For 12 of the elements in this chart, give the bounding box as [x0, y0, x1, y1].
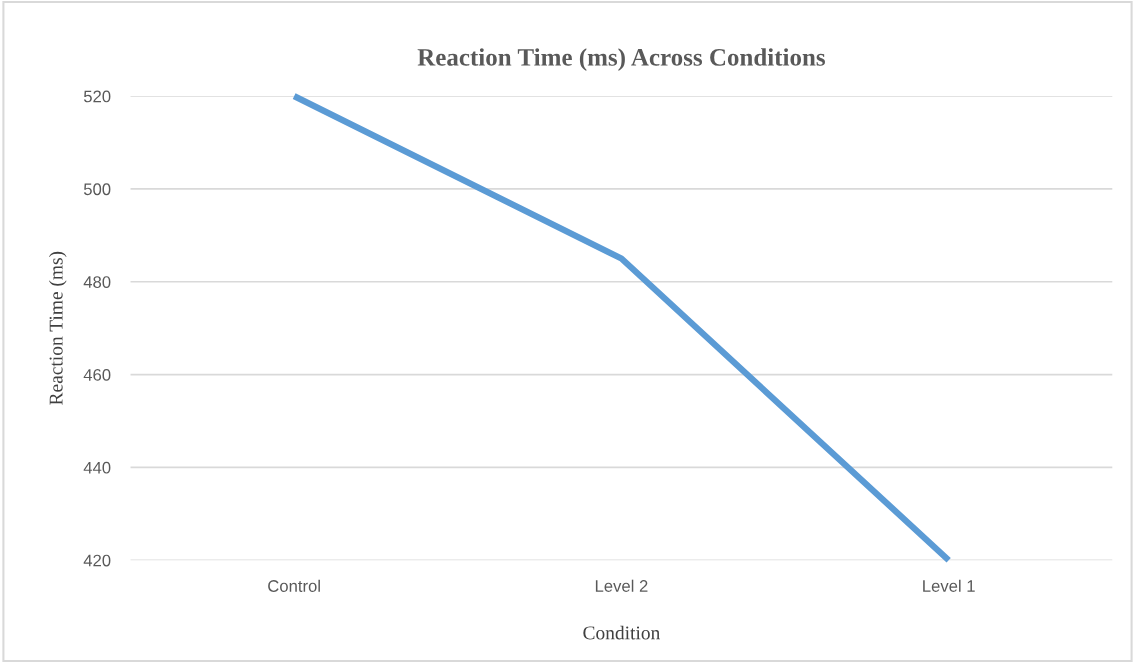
chart-title: Reaction Time (ms) Across Conditions — [417, 48, 825, 71]
x-axis-title: Condition — [583, 625, 661, 640]
x-tick-label: Control — [268, 579, 320, 592]
y-tick-label: 480 — [83, 276, 111, 288]
y-tick-label: 520 — [83, 90, 111, 103]
y-tick-label: 500 — [83, 183, 111, 196]
y-axis-title: Reaction Time (ms) — [48, 251, 67, 405]
y-tick-label: 420 — [83, 554, 111, 567]
x-tick-label: Level 1 — [923, 579, 975, 592]
x-tick-label: Level 2 — [595, 579, 648, 592]
y-tick-label: 460 — [83, 369, 111, 381]
y-tick-label: 440 — [83, 461, 111, 474]
